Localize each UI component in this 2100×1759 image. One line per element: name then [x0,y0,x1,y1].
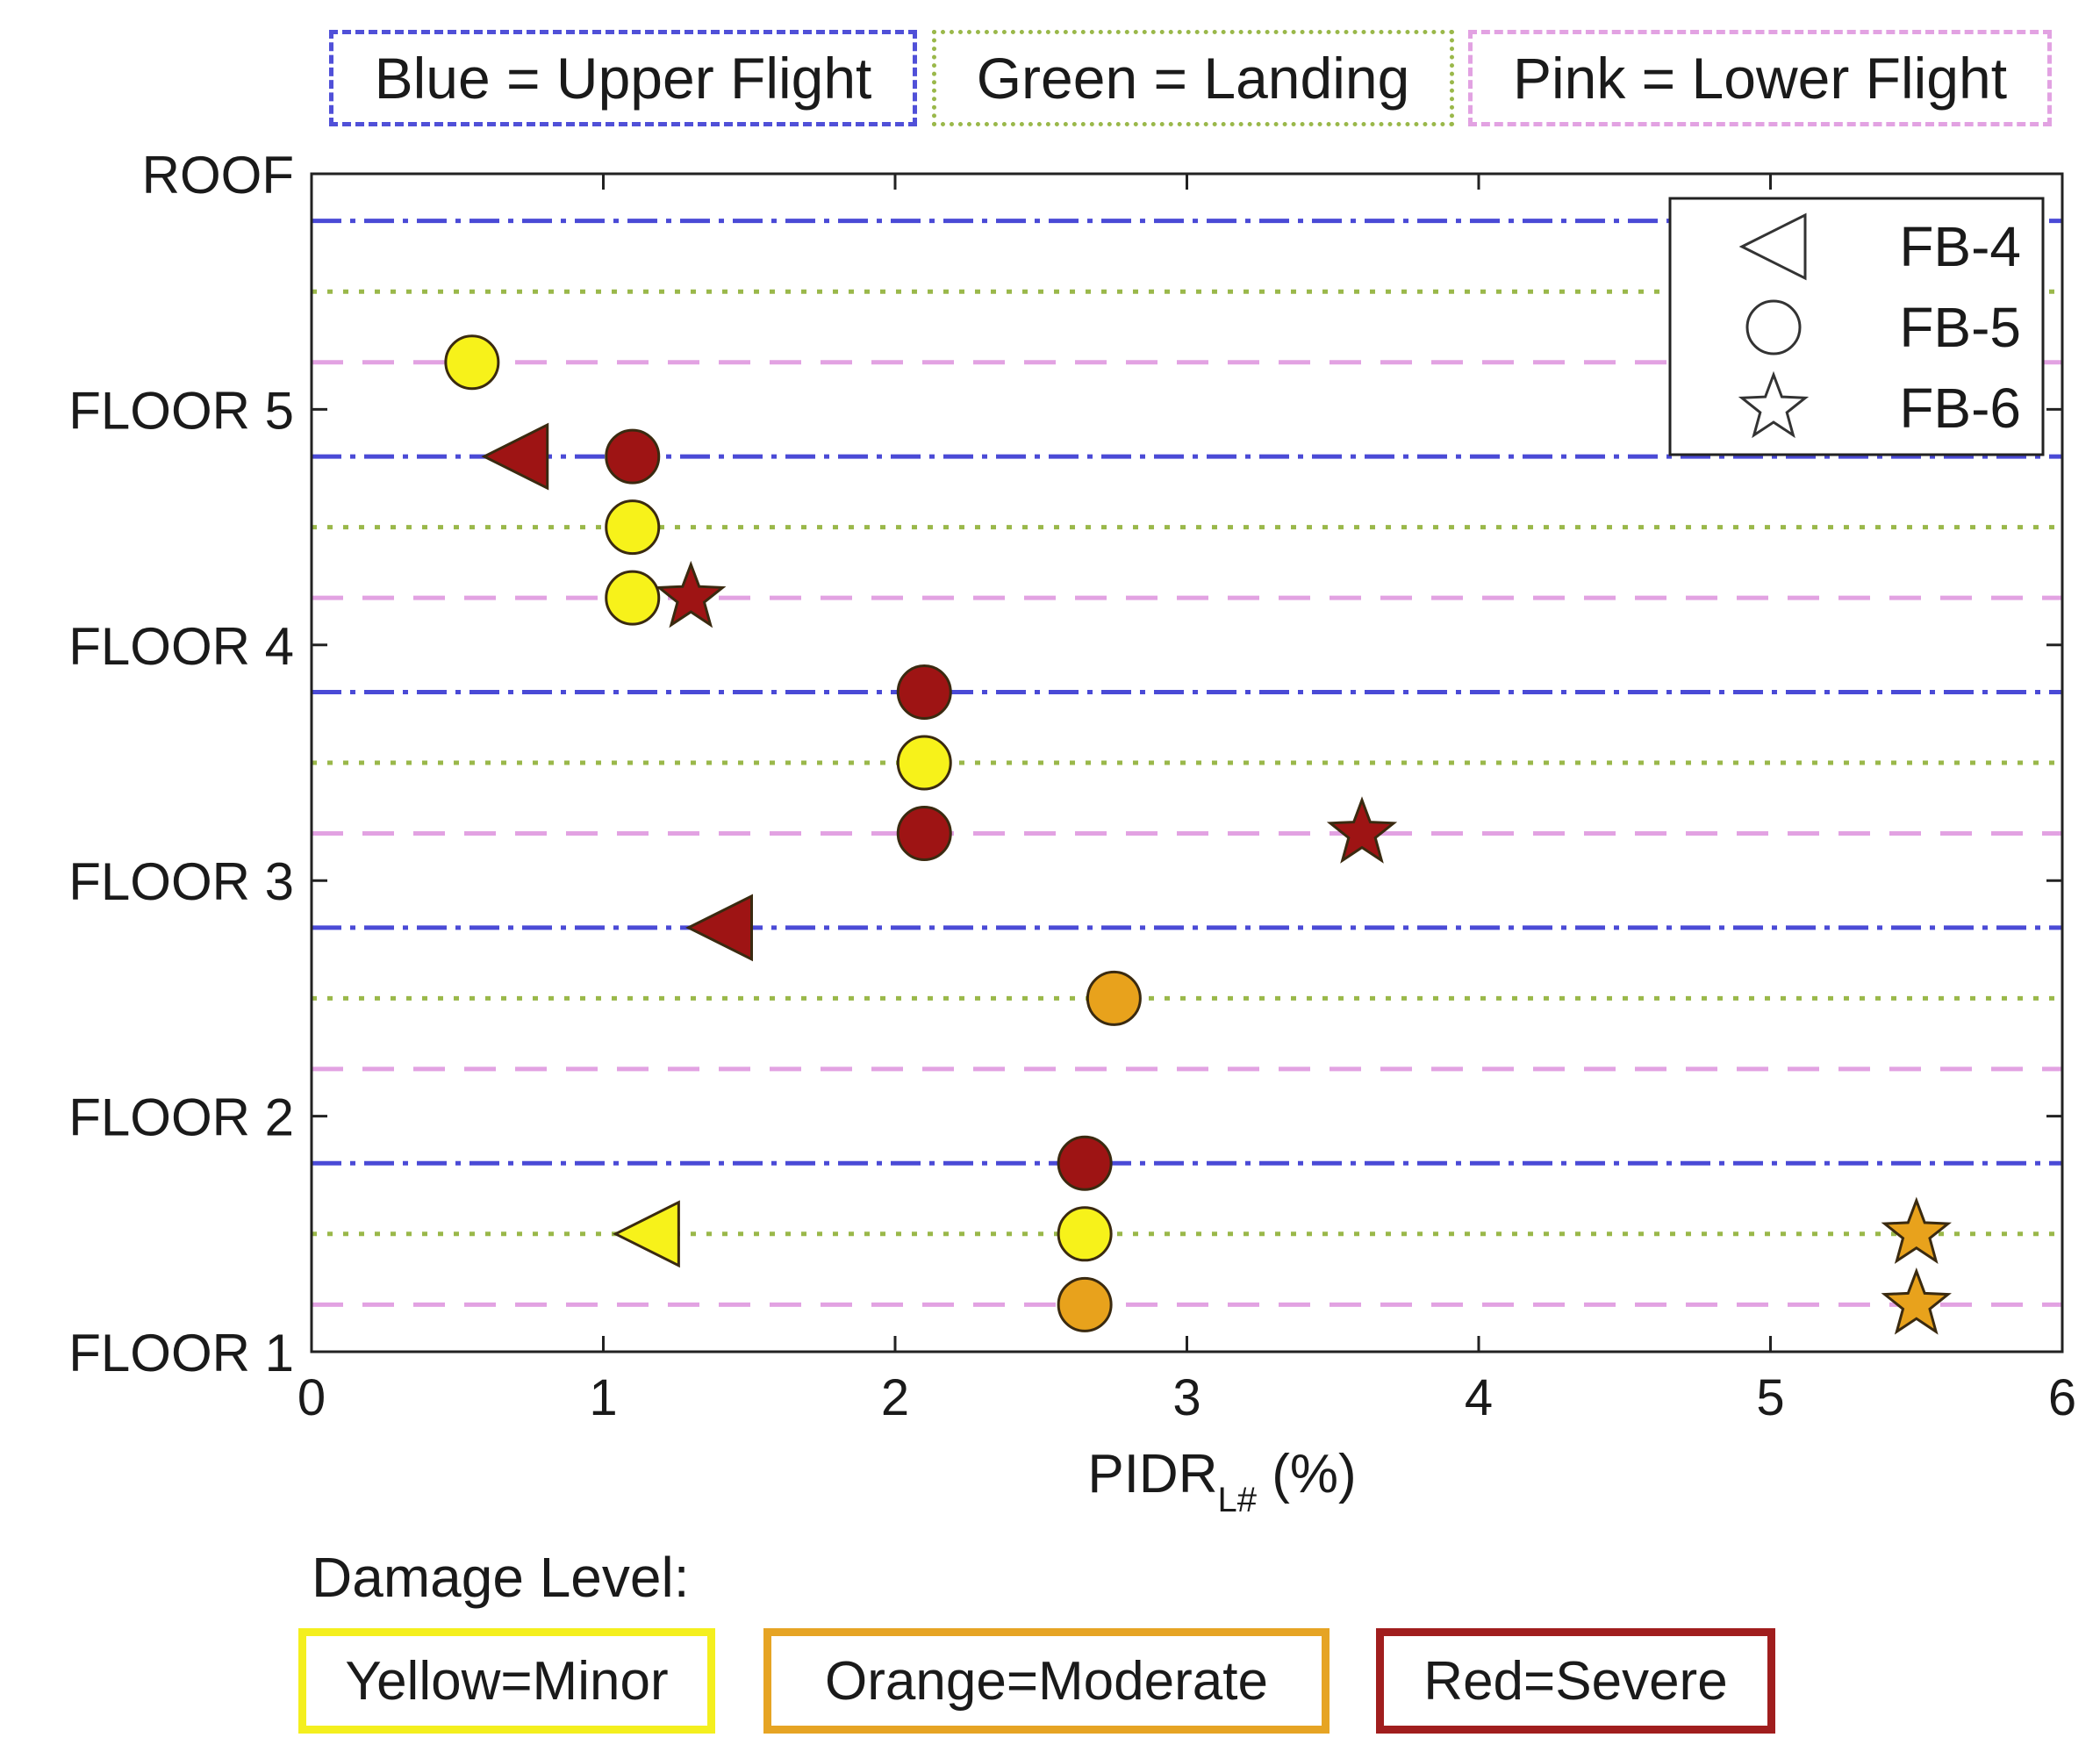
fb-6-star-point [1881,1267,1952,1335]
fb-5-circle-point [605,499,661,556]
legend-upper-flight-label: Blue = Upper Flight [374,46,872,111]
fb-6-star-point [1326,796,1398,864]
legend-circle-icon [1745,299,1802,355]
x-tick-label: 3 [1172,1369,1201,1426]
y-tick-label: FLOOR 4 [68,617,294,676]
x-tick-label: 0 [297,1369,326,1426]
legend-lower-flight: Pink = Lower Flight [1468,30,2052,126]
damage-level-title: Damage Level: [312,1546,690,1609]
x-tick-label: 5 [1756,1369,1784,1426]
fb-6-star-point [656,560,727,628]
reference-lines [312,219,2062,1307]
damage-moderate-label: Orange=Moderate [825,1650,1268,1712]
x-tick-label: 6 [2048,1369,2076,1426]
marker-legend: FB-4 FB-5 FB-6 [1668,197,2045,456]
legend-series-label: FB-6 [1899,377,2021,440]
legend-lower-flight-label: Pink = Lower Flight [1512,46,2008,111]
damage-minor-box: Yellow=Minor [298,1628,715,1734]
fb-4-triangle-point [685,894,753,962]
x-axis-title: PIDRL# (%) [1087,1444,1356,1519]
fb-6-star-point [1881,1196,1952,1264]
legend-landing: Green = Landing [932,30,1454,126]
fb-4-triangle-point [613,1200,680,1268]
x-tick-label: 1 [589,1369,617,1426]
damage-severe-label: Red=Severe [1423,1650,1728,1712]
scatter-chart: 0 1 2 3 4 5 6 FLOOR 1 FLOOR 2 FLOOR 3 FLOOR 4 FLOOR… [68,146,2076,1519]
data-points [444,334,1952,1335]
y-tick-label: FLOOR 5 [68,381,294,440]
legend-triangle-icon [1738,212,1807,281]
damage-moderate-box: Orange=Moderate [763,1628,1330,1734]
fb-5-circle-point [896,735,952,791]
fb-5-circle-point [1057,1276,1113,1332]
fb-5-circle-point [1057,1206,1113,1262]
legend-upper-flight: Blue = Upper Flight [329,30,917,126]
fb-5-circle-point [605,570,661,626]
marker-legend-box [1668,197,2045,456]
legend-series-label: FB-5 [1899,296,2021,359]
legend-star-icon [1738,370,1810,439]
fb-5-circle-point [896,806,952,862]
y-tick-label: ROOF [142,146,294,205]
x-tick-label: 4 [1465,1369,1493,1426]
axes: 0 1 2 3 4 5 6 FLOOR 1 FLOOR 2 FLOOR 3 FLOOR 4 FLOOR… [68,146,2076,1519]
damage-severe-box: Red=Severe [1376,1628,1775,1734]
legend-landing-label: Green = Landing [976,46,1410,111]
legend-series-label: FB-4 [1899,215,2021,278]
fb-5-circle-point [1086,970,1142,1026]
fb-5-circle-point [896,664,952,720]
y-tick-label: FLOOR 1 [68,1324,294,1382]
fb-5-circle-point [444,334,500,391]
damage-minor-label: Yellow=Minor [345,1650,669,1712]
fb-4-triangle-point [481,422,549,491]
y-tick-label: FLOOR 3 [68,852,294,911]
fb-5-circle-point [605,428,661,485]
x-tick-label: 2 [881,1369,909,1426]
fb-5-circle-point [1057,1135,1113,1191]
y-tick-label: FLOOR 2 [68,1088,294,1147]
